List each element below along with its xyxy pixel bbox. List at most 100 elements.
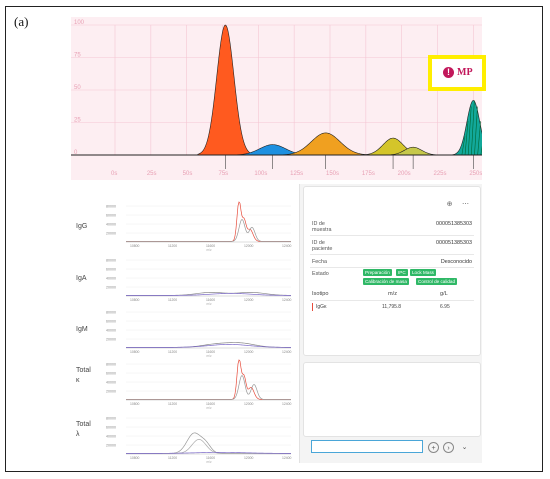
mini-curve xyxy=(126,374,291,400)
mp-annotation: ! MP xyxy=(428,55,486,91)
mini-x-tick: 12000 xyxy=(244,350,254,354)
mp-hatch xyxy=(467,106,472,156)
x-tick-label: 75s xyxy=(219,171,229,177)
chromatogram-svg: 0s 25s 50s 75s 100s 125s 150s 175s 200s 225s 250s 1… xyxy=(71,20,482,177)
chip-mass-calibration: Calibración de masa xyxy=(363,278,409,285)
mini-x-tick: 12000 xyxy=(244,244,254,248)
mini-label-igg: IgG xyxy=(76,223,88,230)
expand-button[interactable]: ⌄ xyxy=(461,444,468,451)
y-tick-label: 50 xyxy=(74,85,81,91)
mp-hatch xyxy=(464,121,469,156)
date-value: Desconocido xyxy=(440,259,472,265)
peak-igm xyxy=(279,132,372,156)
x-tick-label: 175s xyxy=(362,171,375,177)
x-tick-label: 200s xyxy=(398,171,411,177)
spectra-panel: 80000 60000 40000 20000 10800 11200 11600 12000… xyxy=(71,184,300,464)
figure-frame xyxy=(5,6,543,472)
mp-hatch xyxy=(477,121,481,156)
mini-y-tick: 60000 xyxy=(106,372,116,376)
mini-curve xyxy=(126,439,291,454)
x-tick-label: 250s xyxy=(469,171,482,177)
gl-cell: 6.95 xyxy=(440,304,450,310)
y-tick-label: 75 xyxy=(74,53,81,59)
mini-x-tick: 11200 xyxy=(168,298,177,302)
mini-x-tick: 10800 xyxy=(130,244,140,248)
x-tick-label: 50s xyxy=(183,171,193,177)
mini-x-tick: 10800 xyxy=(130,298,140,302)
mini-spectra-svg: 80000 60000 40000 20000 10800 11200 11600 12000… xyxy=(106,201,292,464)
mini-x-tick: 12400 xyxy=(282,402,292,406)
mini-x-tick: 10800 xyxy=(130,402,140,406)
more-icon[interactable]: ⋯ xyxy=(462,201,469,208)
patient-id-label: ID de paciente xyxy=(312,240,333,252)
row-color-marker xyxy=(312,303,313,311)
mini-x-tick: 11200 xyxy=(168,244,177,248)
sample-id-label: ID de muestra xyxy=(312,221,332,233)
divider xyxy=(310,300,474,301)
sample-info-card: ⊕ ⋯ ID de muestra 000051385303 ID de pacie… xyxy=(303,186,481,356)
divider xyxy=(310,235,474,236)
mini-axis-title: m/z xyxy=(207,406,213,410)
chip-lock-mass: Lock Mass xyxy=(410,269,436,276)
date-label: Fecha xyxy=(312,259,327,265)
mini-x-tick: 12000 xyxy=(244,456,254,460)
mini-x-tick: 11600 xyxy=(206,456,215,460)
mini-x-tick: 12400 xyxy=(282,456,292,460)
mini-x-tick: 11200 xyxy=(168,456,177,460)
x-tick-label: 100s xyxy=(254,171,267,177)
sample-info-panel: ⊕ ⋯ ID de muestra 000051385303 ID de pacie… xyxy=(303,186,481,461)
mini-x-tick: 10800 xyxy=(130,350,140,354)
y-tick-label: 0 xyxy=(74,150,78,156)
mini-label-lambda: Total λ xyxy=(76,421,91,438)
chip-ipc: IPC xyxy=(396,269,408,276)
app-area: 80000 60000 40000 20000 10800 11200 11600 12000… xyxy=(71,184,482,464)
mini-y-tick: 20000 xyxy=(106,390,116,394)
mini-curve xyxy=(126,201,291,242)
mini-curve xyxy=(126,359,291,400)
x-tick-label: 0s xyxy=(111,171,117,177)
mini-y-tick: 40000 xyxy=(106,435,116,439)
mini-y-tick: 20000 xyxy=(106,338,116,342)
divider xyxy=(310,254,474,255)
notes-card xyxy=(303,362,481,437)
col-mz: m/z xyxy=(388,291,398,297)
mini-x-tick: 11600 xyxy=(206,350,215,354)
peak-igg xyxy=(197,24,254,156)
x-tick-label: 150s xyxy=(326,171,339,177)
mini-y-tick: 40000 xyxy=(106,223,116,227)
panel-label: (a) xyxy=(14,14,29,29)
status-label: Estado xyxy=(312,271,329,277)
mini-x-tick: 12000 xyxy=(244,402,254,406)
mini-x-tick: 12400 xyxy=(282,298,292,302)
isotype-cell: IgGκ xyxy=(316,304,327,310)
x-tick-label: 25s xyxy=(147,171,157,177)
alert-icon: ! xyxy=(443,67,454,78)
mini-y-tick: 80000 xyxy=(106,259,116,263)
mini-x-tick: 12400 xyxy=(282,244,292,248)
chip-quality-control: Control de calidad xyxy=(416,278,458,285)
mz-cell: 11,795.8 xyxy=(382,304,402,310)
magnify-plus-icon[interactable]: ⊕ xyxy=(446,201,453,208)
y-tick-label: 25 xyxy=(74,118,81,124)
mp-label: MP xyxy=(457,67,473,78)
mini-y-tick: 80000 xyxy=(106,417,116,421)
mini-axis-title: m/z xyxy=(207,354,213,358)
comment-input[interactable] xyxy=(311,440,423,453)
chromatogram-chart: 0s 25s 50s 75s 100s 125s 150s 175s 200s 225s 250s 1… xyxy=(71,17,482,180)
mini-x-tick: 11600 xyxy=(206,298,215,302)
mp-hatch xyxy=(471,100,475,156)
col-gl: g/L xyxy=(440,291,448,297)
mini-y-tick: 60000 xyxy=(106,268,116,272)
next-button[interactable]: › xyxy=(443,442,454,453)
mini-x-tick: 12000 xyxy=(244,298,254,302)
mini-axis-title: m/z xyxy=(207,460,213,463)
mini-x-tick: 11600 xyxy=(206,244,215,248)
add-button[interactable]: + xyxy=(428,442,439,453)
divider xyxy=(310,267,474,268)
chip-preparation: Preparación xyxy=(363,269,392,276)
mini-label-kappa: Total κ xyxy=(76,367,91,384)
mini-curve xyxy=(126,218,291,242)
mini-y-tick: 80000 xyxy=(106,205,116,209)
mini-y-tick: 60000 xyxy=(106,320,116,324)
sample-id-value: 000051385303 xyxy=(436,221,472,227)
